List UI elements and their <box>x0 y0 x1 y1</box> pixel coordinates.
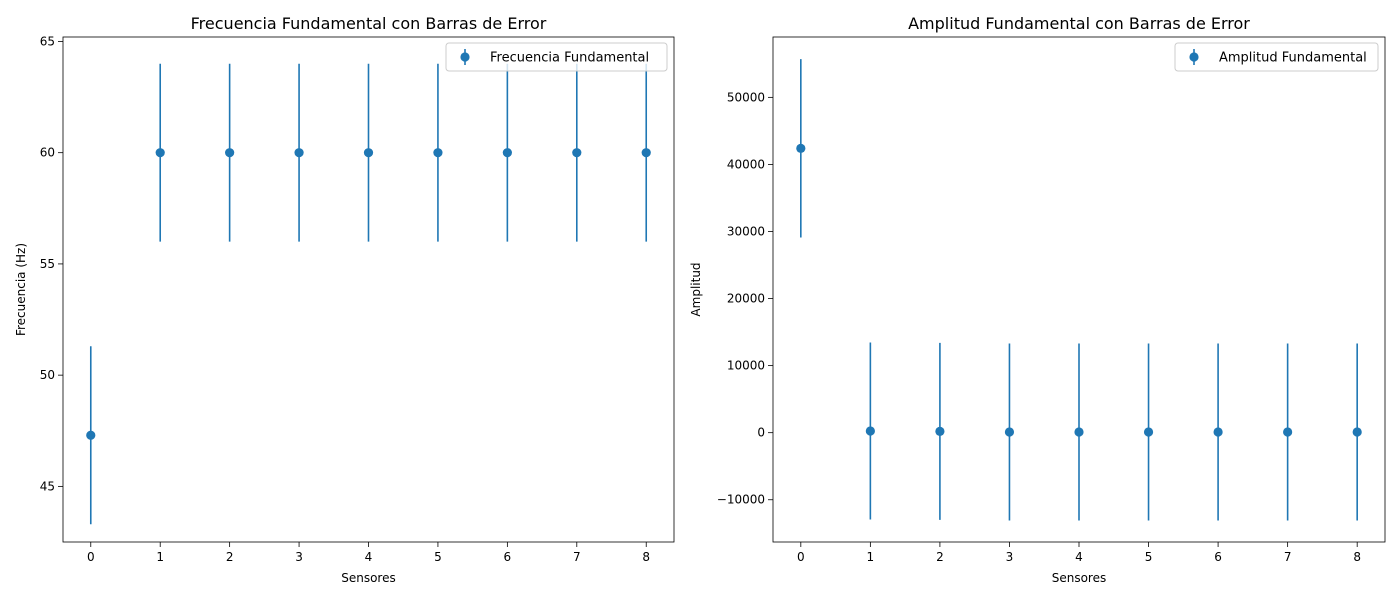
x-tick-label: 1 <box>867 550 875 564</box>
y-tick-label: 60 <box>40 146 55 160</box>
x-tick-label: 1 <box>156 550 164 564</box>
x-tick-label: 5 <box>434 550 442 564</box>
legend-label: Frecuencia Fundamental <box>490 51 649 66</box>
y-tick-label: 10000 <box>727 359 765 373</box>
data-layer <box>796 59 1362 521</box>
chart-panel-1: Frecuencia Fundamental con Barras de Err… <box>14 14 675 585</box>
x-tick-label: 2 <box>226 550 234 564</box>
x-tick-label: 4 <box>365 550 373 564</box>
y-axis-label: Amplitud <box>689 262 703 316</box>
y-axis-label: Frecuencia (Hz) <box>14 243 28 336</box>
legend-box <box>445 42 668 72</box>
x-tick-label: 0 <box>797 550 805 564</box>
data-point <box>363 148 374 158</box>
data-point <box>502 148 512 158</box>
y-tick-label: 45 <box>40 479 55 493</box>
x-tick-label: 7 <box>573 550 581 564</box>
data-point <box>1213 427 1223 437</box>
x-tick-label: 4 <box>1075 550 1083 564</box>
y-tick-label: 20000 <box>727 292 765 306</box>
legend: Frecuencia Fundamental <box>445 42 668 72</box>
data-point <box>433 148 443 158</box>
data-point <box>1143 427 1154 437</box>
data-point <box>935 426 945 436</box>
data-point <box>294 148 304 158</box>
data-point <box>1352 427 1362 437</box>
x-tick-label: 2 <box>936 550 944 564</box>
legend-marker-icon <box>460 52 470 62</box>
data-point <box>1283 427 1293 437</box>
legend-label: Amplitud Fundamental <box>1219 51 1367 66</box>
legend-marker-icon <box>1189 52 1199 62</box>
y-tick-label: 65 <box>40 34 55 48</box>
x-tick-label: 0 <box>87 550 95 564</box>
data-point <box>155 148 165 158</box>
x-axis-label: Sensores <box>341 571 396 585</box>
x-tick-label: 6 <box>1214 550 1222 564</box>
legend-box <box>1174 42 1379 72</box>
data-layer <box>86 63 651 525</box>
data-point <box>1074 427 1084 437</box>
x-tick-label: 3 <box>295 550 303 564</box>
x-tick-label: 8 <box>1353 550 1361 564</box>
data-point <box>796 143 806 153</box>
data-point <box>572 148 582 158</box>
x-tick-label: 3 <box>1006 550 1014 564</box>
x-tick-label: 7 <box>1284 550 1292 564</box>
y-tick-label: 55 <box>40 257 55 271</box>
y-tick-label: 50 <box>40 368 55 382</box>
x-tick-label: 6 <box>504 550 512 564</box>
data-point <box>865 426 875 436</box>
x-tick-label: 8 <box>642 550 650 564</box>
data-point <box>225 148 235 158</box>
y-tick-label: 30000 <box>727 224 765 238</box>
y-tick-label: 0 <box>757 426 765 440</box>
y-tick-label: 50000 <box>727 90 765 104</box>
chart-panel-2: Amplitud Fundamental con Barras de Error… <box>689 14 1386 585</box>
y-tick-label: −10000 <box>717 493 765 507</box>
legend: Amplitud Fundamental <box>1174 42 1379 72</box>
data-point <box>641 148 651 158</box>
y-tick-label: 40000 <box>727 157 765 171</box>
data-point <box>1004 427 1015 437</box>
data-point <box>86 430 96 440</box>
chart-title: Frecuencia Fundamental con Barras de Err… <box>191 14 547 33</box>
x-axis-label: Sensores <box>1052 571 1107 585</box>
chart-title: Amplitud Fundamental con Barras de Error <box>908 14 1250 33</box>
x-tick-label: 5 <box>1145 550 1153 564</box>
